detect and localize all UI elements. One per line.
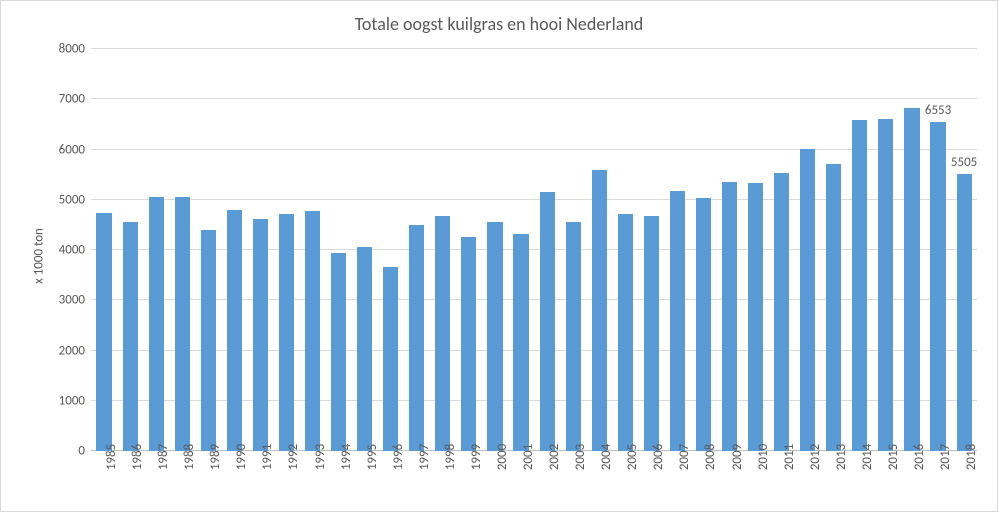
plot-area: 0100020003000400050006000700080001985198…	[91, 49, 977, 451]
x-tick-label: 2018	[964, 444, 979, 470]
bar	[540, 192, 555, 451]
bar-slot: 1996	[378, 49, 404, 451]
bar-slot: 1998	[430, 49, 456, 451]
bar-slot: 1999	[456, 49, 482, 451]
bar-slot: 1995	[352, 49, 378, 451]
y-tick-label: 3000	[59, 293, 85, 308]
bar-slot: 2011	[769, 49, 795, 451]
bar-slot: 1997	[404, 49, 430, 451]
y-tick-label: 5000	[59, 192, 85, 207]
bar	[566, 222, 581, 451]
bar	[800, 149, 815, 451]
bar	[201, 230, 216, 451]
bar	[513, 234, 528, 451]
bar	[175, 197, 190, 451]
bar	[722, 182, 737, 451]
bar	[644, 216, 659, 451]
bar-slot: 2016	[899, 49, 925, 451]
bar	[930, 122, 945, 451]
bar-slot: 2008	[690, 49, 716, 451]
bar-slot: 2005	[612, 49, 638, 451]
bar-slot: 1994	[326, 49, 352, 451]
y-tick-label: 2000	[59, 343, 85, 358]
bar-slot: 2003	[560, 49, 586, 451]
bar	[435, 216, 450, 451]
bar	[383, 267, 398, 451]
bar	[487, 222, 502, 451]
y-tick-label: 1000	[59, 393, 85, 408]
y-tick-label: 8000	[59, 42, 85, 57]
bar-slot: 1989	[195, 49, 221, 451]
bar-slot: 2000	[482, 49, 508, 451]
bar-slot: 2015	[873, 49, 899, 451]
bar-slot: 2012	[795, 49, 821, 451]
bar-slot: 20176553	[925, 49, 951, 451]
bar-slot: 2010	[743, 49, 769, 451]
bar	[227, 210, 242, 451]
bar-slot: 1987	[143, 49, 169, 451]
bar	[96, 213, 111, 451]
bar	[852, 120, 867, 451]
y-tick-label: 4000	[59, 243, 85, 258]
y-tick-label: 7000	[59, 92, 85, 107]
bar	[670, 191, 685, 451]
bar	[878, 119, 893, 451]
bar-slot: 2004	[586, 49, 612, 451]
bar	[826, 164, 841, 451]
bar-slot: 1985	[91, 49, 117, 451]
bar	[748, 183, 763, 451]
bar-slot: 2006	[638, 49, 664, 451]
bar-slot: 1993	[300, 49, 326, 451]
bar	[409, 225, 424, 451]
bars-row: 1985198619871988198919901991199219931994…	[91, 49, 977, 451]
bar	[461, 237, 476, 451]
bar	[618, 214, 633, 451]
y-axis-label: x 1000 ton	[31, 228, 46, 284]
y-tick-label: 6000	[59, 142, 85, 157]
bar	[279, 214, 294, 451]
bar-slot: 1986	[117, 49, 143, 451]
bar-slot: 1988	[169, 49, 195, 451]
bar	[123, 222, 138, 451]
bar	[592, 170, 607, 451]
bar-data-label: 5505	[951, 155, 977, 170]
bar-slot: 1991	[247, 49, 273, 451]
bar-data-label: 6553	[925, 103, 951, 118]
bar	[331, 253, 346, 451]
bar	[904, 108, 919, 451]
bar-slot: 2007	[664, 49, 690, 451]
bar-chart: Totale oogst kuilgras en hooi Nederland …	[0, 0, 998, 512]
bar	[253, 219, 268, 451]
chart-title: Totale oogst kuilgras en hooi Nederland	[1, 13, 997, 35]
y-tick-label: 0	[78, 444, 85, 459]
bar-slot: 2013	[821, 49, 847, 451]
bar-slot: 2001	[508, 49, 534, 451]
bar-slot: 1992	[273, 49, 299, 451]
bar-slot: 2014	[847, 49, 873, 451]
bar	[696, 198, 711, 451]
bar	[149, 197, 164, 451]
bar-slot: 1990	[221, 49, 247, 451]
bar-slot: 20185505	[951, 49, 977, 451]
bar	[957, 174, 972, 451]
bar	[305, 211, 320, 451]
bar-slot: 2002	[534, 49, 560, 451]
bar	[774, 173, 789, 451]
bar-slot: 2009	[717, 49, 743, 451]
bar	[357, 247, 372, 451]
